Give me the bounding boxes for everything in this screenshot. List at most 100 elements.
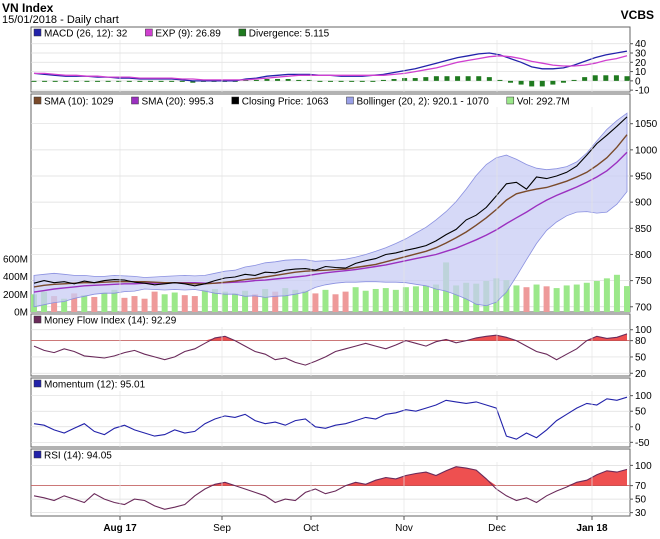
volume-bar (372, 288, 379, 312)
y-tick-label: -50 (635, 438, 650, 449)
y-tick-label: 70 (635, 481, 647, 492)
volume-bar (624, 286, 630, 312)
divergence-bar (137, 80, 143, 82)
volume-bar (583, 282, 590, 312)
x-tick-label: Jan 18 (576, 523, 608, 534)
legend-entry: SMA (10): 1029 (44, 97, 114, 108)
volume-bar (141, 298, 148, 312)
y-tick-label: 30 (635, 508, 647, 519)
series-line (33, 116, 628, 287)
divergence-bar (592, 75, 598, 81)
volume-bar (282, 288, 289, 312)
divergence-bar (518, 80, 524, 85)
volume-bar (543, 286, 550, 312)
volume-bar (593, 281, 600, 312)
divergence-bar (571, 79, 577, 81)
volume-bar (161, 294, 168, 312)
legend-swatch (33, 450, 42, 459)
legend-swatch (506, 96, 515, 105)
y-tick-label: 750 (635, 276, 652, 287)
y-tick-label: 950 (635, 172, 652, 183)
divergence-bar (550, 80, 556, 85)
divergence-bar (296, 79, 302, 81)
chart-subtitle: 15/01/2018 - Daily chart (2, 14, 119, 26)
divergence-bar (105, 80, 111, 82)
volume-bar (533, 284, 540, 312)
volume-bar (503, 280, 510, 312)
y-tick-label: 10 (635, 67, 647, 78)
divergence-bar (306, 79, 312, 81)
legend-swatch (238, 28, 247, 37)
divergence-bar (158, 80, 164, 82)
momentum-frame (30, 377, 631, 448)
volume-bar (322, 289, 329, 312)
y-tick-label: 1050 (635, 119, 658, 130)
y-tick-label: 100 (635, 391, 652, 402)
divergence-bar (95, 80, 101, 82)
legend-entry: Money Flow Index (14): 92.29 (44, 316, 177, 327)
divergence-bar (190, 80, 196, 83)
divergence-bar (402, 78, 408, 81)
volume-bar (71, 293, 78, 312)
rsi-frame (30, 448, 631, 517)
legend-swatch (231, 96, 239, 105)
volume-bar (553, 288, 560, 312)
volume-bar (382, 288, 389, 312)
volume-bar (352, 287, 359, 312)
volume-bar (422, 285, 429, 312)
series-line (33, 333, 628, 366)
divergence-bar (328, 80, 333, 82)
volume-bar (513, 285, 520, 312)
divergence-bar (391, 79, 397, 81)
divergence-bar (455, 76, 461, 81)
volume-bar (302, 290, 309, 312)
y-tick-label: 50 (635, 495, 647, 506)
divergence-bar (84, 80, 90, 82)
volume-bar (221, 291, 228, 312)
volume-bar (613, 274, 620, 312)
y-tick-label: 900 (635, 198, 652, 209)
divergence-bar (560, 80, 566, 83)
divergence-bar (423, 77, 429, 81)
divergence-bar (582, 77, 588, 81)
bollinger-band (33, 112, 628, 308)
volume-bar (362, 290, 369, 312)
divergence-bar (349, 80, 355, 82)
x-tick-label: Sep (213, 523, 231, 534)
legend-swatch (33, 379, 42, 388)
divergence-bar (486, 77, 492, 81)
y-tick-label: 700 (635, 302, 652, 313)
volume-bar (342, 291, 349, 312)
volume-bar (51, 296, 58, 312)
series-line (34, 55, 628, 81)
divergence-bar (116, 80, 122, 82)
overbought-fill (34, 333, 627, 341)
y-tick-label: 100 (635, 325, 652, 336)
legend-swatch (346, 96, 354, 105)
volume-bar (292, 289, 299, 312)
volume-bar (211, 288, 218, 312)
volume-bar (242, 290, 249, 312)
volume-tick-label: 200M (3, 290, 28, 301)
volume-bar (151, 291, 158, 312)
chart-title: VN Index (2, 1, 54, 15)
volume-bar (191, 296, 198, 312)
legend-entry: RSI (14): 94.05 (44, 451, 112, 462)
y-tick-label: 40 (635, 39, 647, 50)
volume-bar (563, 285, 570, 312)
divergence-bar (370, 80, 376, 82)
volume-bar (573, 284, 580, 312)
volume-bar (392, 289, 399, 312)
x-tick-label: Aug 17 (103, 523, 137, 534)
divergence-bar (433, 76, 439, 81)
volume-bar (181, 295, 188, 312)
y-tick-label: 100 (635, 461, 652, 472)
divergence-bar (126, 80, 132, 82)
divergence-bar (275, 79, 281, 81)
volume-tick-label: 0M (14, 308, 28, 319)
volume-bar (61, 298, 68, 312)
divergence-bar (603, 75, 609, 81)
series-line (33, 466, 628, 510)
volume-bar (332, 294, 339, 312)
divergence-bar (476, 76, 482, 81)
